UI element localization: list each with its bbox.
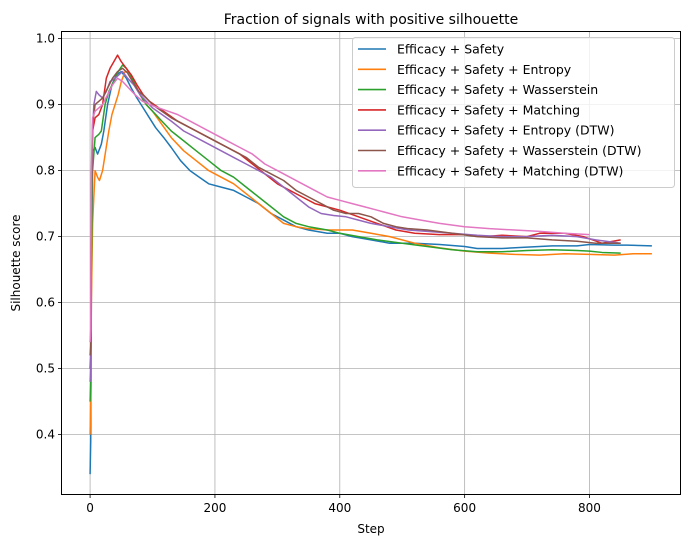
- axis-ticks: 0 200 400 600 800 0.4 0.5 0.6 0.7 0.8 0.9 1.0: [36, 32, 601, 515]
- x-tick-label: 400: [328, 501, 351, 515]
- legend-label: Efficacy + Safety + Matching: [397, 102, 580, 117]
- legend-label: Efficacy + Safety + Entropy (DTW): [397, 123, 615, 138]
- x-tick-label: 200: [203, 501, 226, 515]
- legend-box: [352, 37, 675, 188]
- y-tick-label: 0.7: [36, 230, 55, 244]
- y-tick-label: 0.6: [36, 296, 55, 310]
- x-tick-label: 800: [578, 501, 601, 515]
- series-line-efficacy-safety-wasserstein: [89, 64, 621, 402]
- y-tick-label: 0.4: [36, 428, 55, 442]
- y-tick-label: 1.0: [36, 32, 55, 46]
- x-axis-label: Step: [357, 522, 384, 536]
- legend-label: Efficacy + Safety + Wasserstein: [397, 82, 598, 97]
- series-line-efficacy-safety-matching-dtw: [89, 77, 590, 343]
- plot-lines: [89, 54, 652, 475]
- legend-label: Efficacy + Safety: [397, 42, 505, 57]
- x-tick-label: 600: [453, 501, 476, 515]
- y-tick-label: 0.9: [36, 98, 55, 112]
- legend-label: Efficacy + Safety + Matching (DTW): [397, 163, 623, 178]
- series-line-efficacy-safety-wasserstein-dtw: [89, 67, 621, 356]
- y-tick-label: 0.5: [36, 362, 55, 376]
- series-line-efficacy-safety: [89, 70, 652, 475]
- legend-label: Efficacy + Safety + Wasserstein (DTW): [397, 143, 642, 158]
- plot-frame: [61, 31, 681, 495]
- x-tick-label: 0: [86, 501, 94, 515]
- y-axis-label: Silhouette score: [9, 214, 23, 311]
- chart-title: Fraction of signals with positive silhou…: [224, 12, 519, 28]
- legend: Efficacy + Safety Efficacy + Safety + Ent…: [352, 37, 675, 188]
- legend-label: Efficacy + Safety + Entropy: [397, 62, 572, 77]
- y-tick-label: 0.8: [36, 164, 55, 178]
